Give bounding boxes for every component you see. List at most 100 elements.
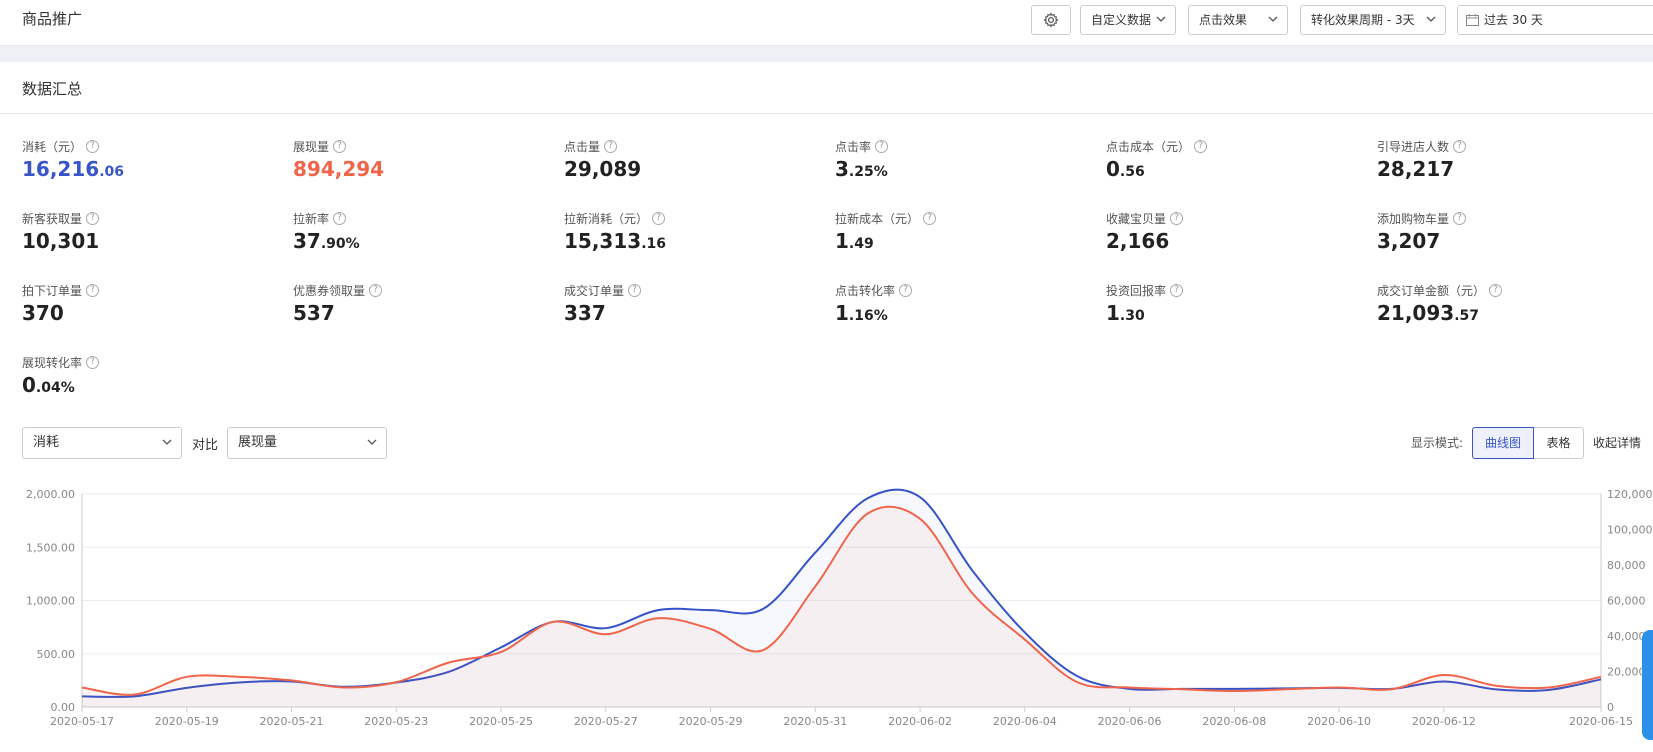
metric-card: 消耗（元）? 16,216.06 [22,138,272,181]
y-right-tick-label: 20,000 [1607,666,1646,679]
metric-label: 投资回报率? [1106,282,1356,299]
metric-card: 成交订单量? 337 [564,282,814,325]
help-icon[interactable]: ? [86,284,100,297]
help-icon[interactable]: ? [1453,212,1467,225]
metric-card: 拉新成本（元）? 1.49 [835,210,1085,253]
metric-value-dec: .57 [1454,308,1479,324]
metric-label: 新客获取量? [22,210,272,227]
mode-table-button[interactable]: 表格 [1534,427,1584,459]
metric-value-int: 337 [564,301,606,325]
metric-card: 点击成本（元）? 0.56 [1106,138,1356,181]
metric-label-text: 消耗（元） [22,140,83,154]
metric-label-text: 成交订单量 [564,284,625,298]
metric-label-text: 点击率 [835,140,872,154]
metric-value: 10,301 [22,229,272,253]
metric-card: 点击率? 3.25% [835,138,1085,181]
metric-value: 2,166 [1106,229,1356,253]
metric-value-dec: .56 [1119,164,1145,180]
metric-value-dec: .06 [99,164,124,180]
metric-label: 点击量? [564,138,814,155]
metric-card: 点击量? 29,089 [564,138,814,181]
x-tick-label: 2020-05-23 [364,715,428,728]
x-tick-label: 2020-05-25 [469,715,533,728]
x-tick-label: 2020-06-15 [1569,715,1633,728]
metric-value-dec: .25% [848,164,888,180]
click-effect-dropdown[interactable]: 点击效果 [1188,5,1288,35]
collapse-details-button[interactable]: 收起详情 [1593,434,1641,451]
metric-label-text: 引导进店人数 [1377,140,1450,154]
metric-card: 拉新消耗（元）? 15,313.16 [564,210,814,253]
metric-label: 优惠券领取量? [293,282,543,299]
chevron-down-icon [1426,16,1436,22]
help-icon[interactable]: ? [1194,140,1208,153]
help-icon[interactable]: ? [86,212,100,225]
conversion-period-dropdown[interactable]: 转化效果周期 - 3天 [1300,5,1446,35]
metric-value: 1.49 [835,229,1085,253]
help-icon[interactable]: ? [899,284,913,297]
help-icon[interactable]: ? [333,140,347,153]
trend-chart: 0.00 500.00 1,000.00 1,500.00 2,000.00 0 20,00… [26,488,1653,728]
metric-label: 拉新率? [293,210,543,227]
metric-label-text: 成交订单金额（元） [1377,284,1486,298]
metric-label: 点击率? [835,138,1085,155]
custom-data-dropdown[interactable]: 自定义数据 [1080,5,1176,35]
y-right-tick-label: 60,000 [1607,595,1646,608]
floating-help-widget[interactable] [1642,630,1653,740]
metric-value: 16,216.06 [22,157,272,181]
help-icon[interactable]: ? [86,140,100,153]
help-icon[interactable]: ? [1170,212,1184,225]
help-icon[interactable]: ? [875,140,889,153]
mode-curve-button[interactable]: 曲线图 [1472,427,1534,459]
chevron-down-icon [1156,16,1166,22]
help-icon[interactable]: ? [628,284,642,297]
help-icon[interactable]: ? [604,140,618,153]
help-icon[interactable]: ? [1170,284,1184,297]
y-right-tick-label: 120,000 [1607,488,1653,501]
help-icon[interactable]: ? [369,284,383,297]
metric-label-text: 优惠券领取量 [293,284,366,298]
metric-value-int: 894,294 [293,157,385,181]
compare-label: 对比 [192,438,219,453]
metric-value-int: 10,301 [22,229,100,253]
metric-value-int: 1 [1106,301,1120,325]
y-left-tick-label: 1,000.00 [26,595,75,608]
settings-button[interactable] [1031,5,1071,35]
date-range-label: 过去 30 天 [1484,13,1543,27]
primary-metric-select[interactable]: 消耗 [22,427,182,459]
help-icon[interactable]: ? [333,212,347,225]
chevron-down-icon [162,439,172,445]
metric-value-int: 21,093 [1377,301,1455,325]
metric-label: 消耗（元）? [22,138,272,155]
metric-label-text: 点击量 [564,140,601,154]
metric-label: 拉新消耗（元）? [564,210,814,227]
x-tick-label: 2020-05-29 [679,715,743,728]
gear-icon [1043,12,1059,28]
help-icon[interactable]: ? [923,212,937,225]
metric-label-text: 拉新消耗（元） [564,212,649,226]
metric-label: 点击成本（元）? [1106,138,1356,155]
date-range-picker[interactable]: 过去 30 天 [1457,5,1653,35]
metric-card: 拍下订单量? 370 [22,282,272,325]
metric-label: 拉新成本（元）? [835,210,1085,227]
x-tick-label: 2020-06-08 [1202,715,1266,728]
x-tick-label: 2020-05-21 [260,715,324,728]
help-icon[interactable]: ? [86,356,100,369]
help-icon[interactable]: ? [652,212,666,225]
metric-card: 展现量? 894,294 [293,138,543,181]
summary-title: 数据汇总 [22,80,83,98]
custom-data-label: 自定义数据 [1091,13,1152,27]
metric-value: 370 [22,301,272,325]
metric-label: 成交订单金额（元）? [1377,282,1627,299]
metric-label-text: 拉新率 [293,212,330,226]
compare-metric-select[interactable]: 展现量 [227,427,387,459]
metric-label-text: 拍下订单量 [22,284,83,298]
metric-value: 37.90% [293,229,543,253]
metric-label: 引导进店人数? [1377,138,1627,155]
metric-label: 点击转化率? [835,282,1085,299]
metric-value-dec: .30 [1119,308,1145,324]
metric-label-text: 展现转化率 [22,356,83,370]
metric-value: 21,093.57 [1377,301,1627,325]
help-icon[interactable]: ? [1489,284,1503,297]
help-icon[interactable]: ? [1453,140,1467,153]
metric-card: 新客获取量? 10,301 [22,210,272,253]
